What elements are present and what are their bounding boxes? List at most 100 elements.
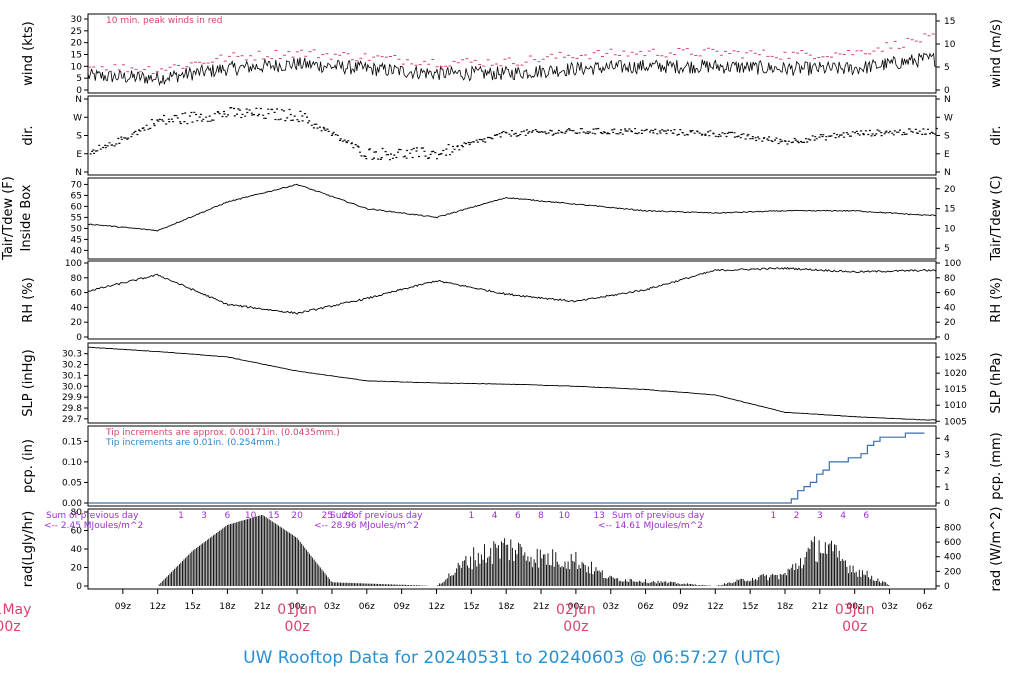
x-axis-tick-label: 21z [812,602,828,612]
rad-hour-mark: 1 [468,511,474,521]
rh-left-tick-label: 100 [65,259,82,269]
x-axis-tick-label: 06z [359,602,375,612]
temp-left-tick-label: 50 [71,224,83,234]
temp-ylabel-left-2: Inside Box [19,184,34,251]
rad-right-tick-label: 800 [944,523,961,533]
x-axis-day-hour-label: 00z [563,619,588,635]
pcp-series-line [88,432,925,504]
wind-right-tick-label: 15 [944,17,955,27]
rad-right-tick-label: 400 [944,553,961,563]
rh-left-tick-label: 60 [71,289,83,299]
rad-hour-mark: 3 [817,511,823,521]
pcp-left-tick-label: 0.10 [62,458,82,468]
rad-hour-mark: 20 [291,511,303,521]
rad-sum-note-value: <-- 2.45 MJoules/m^2 [44,521,143,531]
rad-left-tick-label: 20 [71,564,83,574]
x-axis-tick-label: 15z [184,602,200,612]
rh-ylabel-left: RH (%) [21,277,36,322]
pcp-ylabel-right: pcp. (mm) [989,432,1004,499]
dir-right-tick-label: W [944,113,953,123]
x-axis-day-hour-label: 00z [842,619,867,635]
dir-right-tick-label: S [944,132,950,142]
pcp-note-blue: Tip increments are 0.01in. (0.254mm.) [105,438,280,448]
rh-right-tick-label: 40 [944,303,956,313]
rad-right-tick-label: 0 [944,582,950,592]
wind-right-tick-label: 10 [944,40,956,50]
temp-ylabel-right: Tair/Tdew (C) [989,175,1004,261]
temp-right-tick-label: 10 [944,224,956,234]
temp-left-tick-label: 70 [71,180,83,190]
dir-ylabel-right: dir. [989,125,1004,145]
temp-left-tick-label: 60 [71,202,83,212]
rad-hour-mark: 28 [342,511,354,521]
rad-sum-note-value: <-- 14.61 MJoules/m^2 [598,521,703,531]
rh-series-line [87,266,937,315]
slp-right-tick-label: 1015 [944,385,967,395]
x-axis-day-label: 31May [0,602,31,618]
rad-hour-mark: 4 [840,511,846,521]
wind-left-tick-label: 10 [71,62,83,72]
slp-left-tick-label: 30.2 [62,361,82,371]
dir-ylabel-left: dir. [21,125,36,145]
rh-right-tick-label: 0 [944,333,950,343]
x-axis-tick-label: 09z [115,602,131,612]
dir-left-tick-label: E [76,150,82,160]
rad-sum-note-title: Sum of previous day [330,511,423,521]
wind-ylabel-right: wind (m/s) [989,19,1004,88]
wind-left-tick-label: 5 [76,74,82,84]
rad-left-tick-label: 40 [71,545,83,555]
dir-points [89,107,938,161]
x-axis-tick-label: 03z [324,602,340,612]
dir-left-tick-label: N [75,95,82,105]
slp-left-tick-label: 29.9 [62,393,82,403]
wind-left-tick-label: 0 [76,86,82,96]
rad-hour-mark: 10 [245,511,257,521]
slp-ylabel-left: SLP (inHg) [21,349,36,417]
x-axis-tick-label: 21z [533,602,549,612]
pcp-left-tick-label: 0.15 [62,437,82,447]
x-axis-tick-label: 00z [847,602,863,612]
wind-series-line [87,52,937,87]
dir-right-tick-label: N [944,95,951,105]
wind-left-tick-label: 30 [71,15,83,25]
pcp-right-tick-label: 3 [944,450,950,460]
slp-right-tick-label: 1010 [944,401,967,411]
rad-hour-mark: 8 [538,511,544,521]
rh-left-tick-label: 40 [71,303,83,313]
slp-right-tick-label: 1005 [944,417,967,427]
wind-left-tick-label: 25 [71,27,82,37]
x-axis-day-label: 02Jun [556,602,596,618]
slp-right-tick-label: 1025 [944,353,967,363]
temp-series-line [87,183,937,232]
pcp-right-tick-label: 0 [944,499,950,509]
rh-left-tick-label: 80 [71,274,83,284]
temp-left-tick-label: 55 [71,213,82,223]
wind-right-tick-label: 5 [944,63,950,73]
wind-left-tick-label: 20 [71,39,83,49]
x-axis-tick-label: 18z [777,602,793,612]
dir-right-tick-label: N [944,168,951,178]
slp-left-tick-label: 30.1 [62,371,82,381]
slp-left-tick-label: 29.7 [62,415,82,425]
slp-left-tick-label: 30.3 [62,350,82,360]
x-axis-day-label: 03Jun [835,602,875,618]
pcp-left-tick-label: 0.05 [62,478,82,488]
rad-hour-mark: 6 [225,511,231,521]
rad-left-tick-label: 0 [76,582,82,592]
x-axis-tick-label: 18z [498,602,514,612]
panel-frame-wind [87,13,937,94]
x-axis-tick-label: 21z [254,602,270,612]
rad-hour-mark: 13 [593,511,604,521]
pcp-right-tick-label: 1 [944,483,950,493]
rad-ylabel-right: rad (W/m^2) [989,507,1004,592]
pcp-note-red: Tip increments are approx. 0.00171in. (0… [105,428,340,438]
rad-hour-mark: 3 [201,511,207,521]
rh-left-tick-label: 0 [76,333,82,343]
rh-right-tick-label: 100 [944,259,961,269]
temp-left-tick-label: 65 [71,191,82,201]
x-axis-tick-label: 12z [707,602,723,612]
rad-hour-mark: 25 [322,511,333,521]
rad-hour-mark: 4 [492,511,498,521]
panel-frame-temp [87,177,937,260]
temp-left-tick-label: 40 [71,246,83,256]
